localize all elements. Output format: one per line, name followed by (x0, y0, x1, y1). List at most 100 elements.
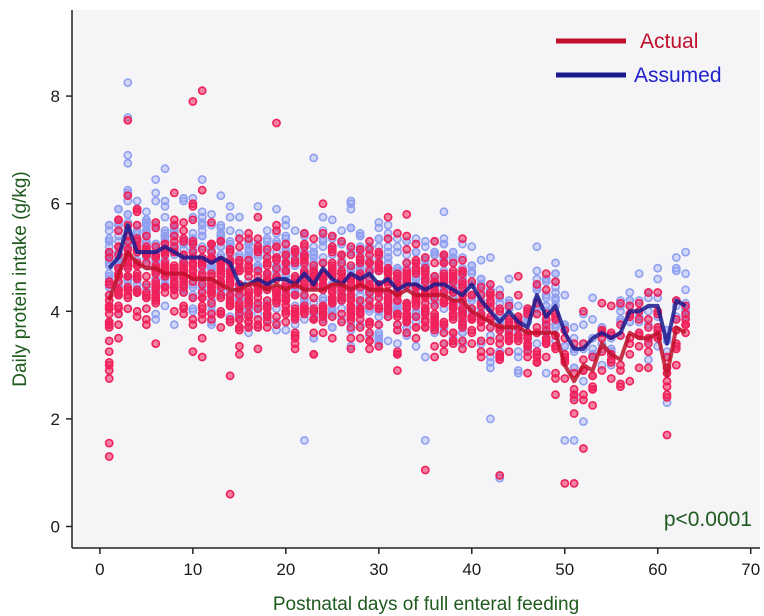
point-actual (188, 320, 198, 330)
point-actual (309, 349, 319, 359)
point-actual (439, 317, 449, 327)
point-actual (476, 282, 486, 292)
point-actual (504, 347, 514, 356)
point-assumed (104, 236, 114, 246)
point-actual (114, 226, 123, 235)
point-actual (225, 290, 235, 300)
point-assumed (374, 234, 384, 244)
point-assumed (374, 223, 384, 233)
point-assumed (392, 247, 402, 257)
point-actual (476, 322, 486, 332)
point-actual (625, 376, 635, 386)
point-assumed (318, 212, 328, 222)
point-assumed (151, 196, 161, 206)
point-actual (420, 322, 430, 332)
point-actual (346, 304, 356, 313)
point-actual (216, 290, 226, 300)
point-actual (234, 322, 244, 332)
point-actual (114, 215, 123, 225)
mean-line-assumed (107, 223, 687, 351)
point-actual (160, 288, 170, 297)
point-actual (197, 333, 207, 343)
point-actual (179, 279, 188, 289)
point-assumed (485, 414, 495, 424)
point-assumed (234, 212, 244, 222)
point-assumed (169, 320, 179, 330)
point-actual (495, 470, 505, 480)
point-assumed (179, 196, 188, 206)
point-assumed (188, 306, 198, 316)
point-actual (523, 347, 532, 356)
point-actual (234, 301, 244, 311)
point-actual (448, 328, 458, 338)
point-assumed (281, 231, 291, 241)
point-actual (448, 314, 458, 324)
point-actual (523, 304, 532, 313)
point-actual (262, 322, 272, 332)
point-actual (579, 395, 588, 405)
point-actual (197, 279, 207, 289)
point-assumed (160, 301, 170, 311)
point-assumed (569, 435, 579, 445)
point-actual (532, 352, 542, 362)
point-actual (104, 304, 114, 313)
point-actual (188, 236, 198, 246)
point-actual (151, 339, 161, 348)
point-actual (653, 322, 663, 332)
point-actual (653, 288, 663, 297)
point-actual (225, 489, 235, 499)
point-actual (234, 234, 244, 244)
point-actual (318, 304, 328, 313)
point-actual (262, 312, 272, 322)
point-actual (337, 250, 346, 260)
point-actual (402, 328, 412, 338)
point-actual (597, 366, 607, 375)
point-actual (244, 322, 253, 332)
point-actual (355, 244, 365, 254)
point-assumed (430, 250, 439, 260)
point-actual (634, 314, 644, 324)
point-actual (132, 204, 142, 214)
point-assumed (485, 357, 495, 367)
point-actual (411, 333, 421, 343)
point-actual (485, 279, 495, 289)
point-actual (114, 290, 123, 300)
point-actual (551, 368, 560, 378)
point-assumed (653, 274, 663, 284)
point-actual (551, 277, 560, 287)
point-actual (225, 271, 235, 281)
point-actual (309, 293, 319, 303)
point-actual (383, 304, 393, 313)
point-actual (327, 312, 337, 322)
legend: Actual Assumed (556, 30, 722, 87)
point-actual (104, 452, 114, 461)
point-actual (644, 339, 653, 348)
point-actual (290, 247, 300, 257)
point-actual (495, 306, 505, 316)
point-actual (179, 218, 188, 227)
point-actual (262, 258, 272, 268)
point-assumed (532, 242, 542, 252)
point-actual (346, 250, 356, 260)
point-actual (272, 118, 281, 128)
point-actual (114, 304, 123, 313)
point-actual (299, 277, 309, 287)
point-actual (458, 277, 467, 287)
point-assumed (579, 376, 588, 386)
point-actual (346, 261, 356, 270)
point-actual (234, 309, 244, 319)
point-actual (104, 320, 114, 330)
point-actual (188, 97, 198, 106)
point-actual (392, 349, 402, 359)
point-actual (141, 231, 151, 241)
point-actual (355, 314, 365, 324)
point-assumed (560, 435, 570, 445)
point-actual (430, 341, 439, 351)
data-points (104, 78, 690, 499)
point-assumed (551, 269, 560, 278)
point-actual (188, 215, 198, 225)
point-actual (299, 290, 309, 300)
point-actual (253, 314, 263, 324)
point-assumed (123, 150, 133, 160)
